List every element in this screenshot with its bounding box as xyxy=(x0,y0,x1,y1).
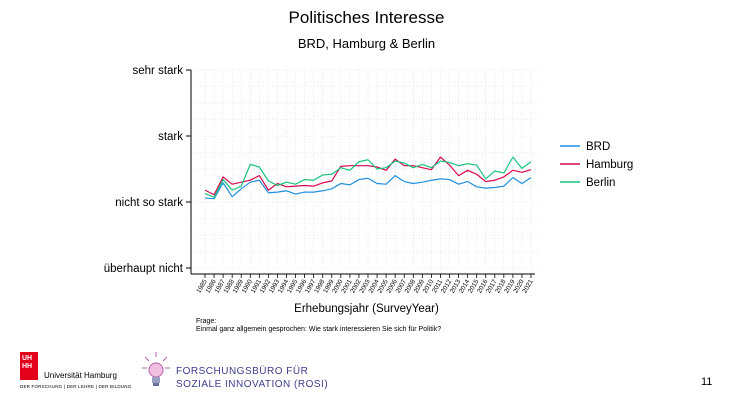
chart-subtitle: BRD, Hamburg & Berlin xyxy=(297,36,436,51)
x-axis-title: Erhebungsjahr (SurveyYear) xyxy=(294,303,439,315)
chart-title: Politisches Interesse xyxy=(288,8,445,27)
university-logo-text: UH HH xyxy=(22,355,33,370)
y-tick-label: überhaupt nicht xyxy=(104,263,184,275)
page-number: 11 xyxy=(701,376,713,388)
rosi-name-line2: SOZIALE INNOVATION (ROSI) xyxy=(176,379,329,390)
university-tagline: DER FORSCHUNG | DER LEHRE | DER BILDUNG xyxy=(20,384,132,389)
legend-label-berlin: Berlin xyxy=(586,177,615,189)
legend-label-hamburg: Hamburg xyxy=(586,159,633,171)
series-line-berlin xyxy=(204,156,532,198)
rosi-lightbulb-icon xyxy=(142,352,170,386)
series-line-brd xyxy=(204,175,532,200)
y-tick-label: stark xyxy=(158,131,183,143)
legend-label-brd: BRD xyxy=(586,141,610,153)
series-line-hamburg xyxy=(204,156,532,196)
university-name: Universität Hamburg xyxy=(44,371,117,380)
note-question: Einmal ganz allgemein gesprochen: Wie st… xyxy=(196,326,442,333)
university-logo xyxy=(20,352,38,380)
y-tick-label: sehr stark xyxy=(133,65,184,77)
note-label: Frage: xyxy=(196,318,217,325)
x-tick-label: 2021 xyxy=(521,278,534,294)
rosi-name-line1: FORSCHUNGSBÜRO FÜR xyxy=(176,366,309,377)
y-tick-label: nicht so stark xyxy=(115,197,183,209)
